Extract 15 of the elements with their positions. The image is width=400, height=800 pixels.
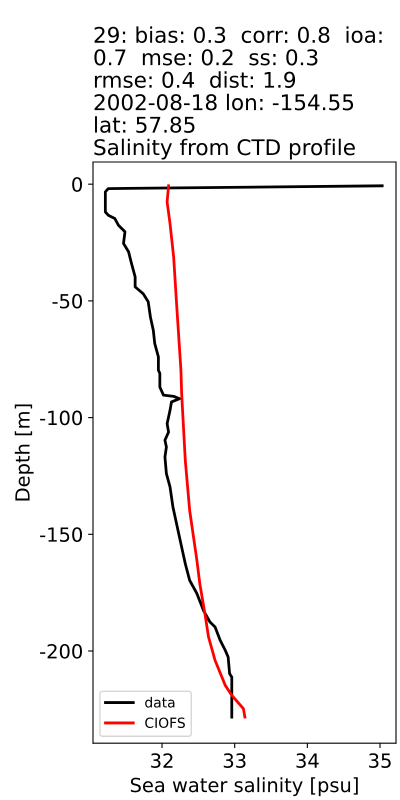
legend-label: data (145, 696, 174, 708)
y-tick-label: -50 (52, 294, 82, 309)
y-tick-label: -200 (40, 644, 82, 659)
x-tick-label: 34 (296, 753, 319, 768)
legend-label: CIOFS (145, 718, 185, 728)
x-tick-label: 35 (369, 753, 391, 768)
y-axis-title: Depth [m] (14, 404, 34, 500)
x-axis-title: Sea water salinity [psu] (130, 777, 358, 796)
y-tick-label: -150 (40, 527, 82, 542)
y-tick-label: -100 (40, 410, 82, 426)
x-tick-label: 33 (224, 753, 246, 768)
y-tick-label: 0 (72, 177, 82, 192)
chart-title: 29: bias: 0.3 corr: 0.8 ioa: 0.7 mse: 0.2 ss: 0.3 rmse: 0.4 dist: 1.9 2002-08-18 lon: -154.55 lat: 57.85 Salinity from CTD profile (94, 26, 382, 160)
line-series (104, 184, 384, 718)
x-tick-label: 32 (151, 753, 172, 768)
